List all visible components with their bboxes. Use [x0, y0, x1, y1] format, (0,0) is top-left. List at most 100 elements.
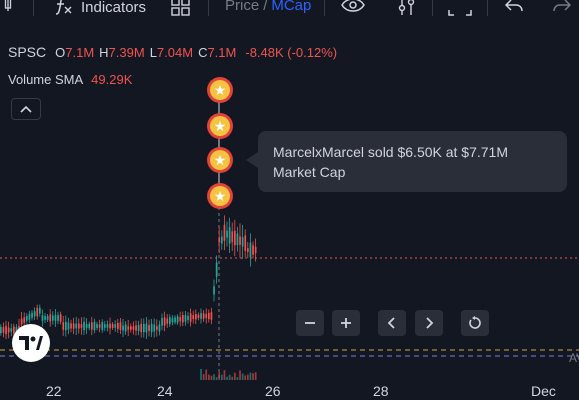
x-axis-label: 26 — [265, 383, 281, 399]
zoom-out-button[interactable] — [296, 310, 324, 336]
price-axis-tag: AV — [569, 351, 579, 365]
volume-group — [200, 368, 257, 380]
trade-marker[interactable]: ★ — [207, 183, 233, 209]
redo-button[interactable] — [552, 0, 572, 17]
candle-body — [72, 323, 75, 329]
candle-body — [106, 324, 109, 328]
tooltip-arrow — [246, 152, 258, 168]
candles-group — [0, 215, 257, 342]
candle-body — [44, 316, 46, 320]
zoom-in-button[interactable] — [332, 310, 360, 336]
candle-body — [93, 321, 96, 331]
candle-body — [228, 227, 231, 244]
candle-body — [137, 324, 140, 332]
candle-body — [234, 230, 236, 246]
candle-body — [171, 318, 174, 323]
candle-body — [135, 325, 137, 331]
candle-body — [254, 246, 257, 254]
candle-body — [114, 324, 117, 328]
candle-body — [0, 326, 2, 334]
candle-body — [52, 315, 54, 321]
close-value: 7.1M — [207, 45, 237, 60]
candle-body — [156, 326, 158, 330]
tooltip-line-1: MarcelxMarcel sold $6.50K at $7.71M — [273, 144, 508, 160]
candle-body — [130, 326, 132, 330]
reset-icon — [469, 316, 481, 329]
volume-bar — [226, 376, 228, 380]
candle-body — [62, 322, 65, 330]
layout-button[interactable] — [171, 0, 191, 17]
x-axis-label: 22 — [46, 383, 62, 399]
candle-body — [205, 314, 208, 318]
reset-chart-button[interactable] — [461, 310, 489, 336]
candle-body — [127, 326, 130, 330]
candle-body — [59, 314, 62, 322]
candle-body — [179, 317, 182, 322]
indicators-label: Indicators — [81, 0, 147, 16]
tradingview-logo[interactable] — [12, 324, 50, 362]
candle-body — [7, 327, 10, 333]
candle-body — [176, 316, 179, 323]
price-option[interactable]: Price — [225, 0, 260, 14]
high-value: 7.39M — [108, 45, 145, 60]
scroll-left-button[interactable] — [378, 310, 406, 336]
candle-body — [195, 314, 197, 320]
trade-marker[interactable]: ★ — [207, 113, 233, 139]
candle-body — [241, 237, 244, 247]
candle-body — [166, 318, 169, 324]
candle-body — [124, 324, 127, 332]
function-icon — [55, 0, 72, 15]
toolbar-divider — [208, 0, 209, 16]
trade-marker[interactable]: ★ — [207, 77, 233, 103]
collapse-legend-button[interactable] — [11, 98, 41, 120]
candle-body — [158, 324, 161, 332]
candle-body — [5, 325, 7, 335]
candle-type-button[interactable] — [0, 0, 20, 17]
candle-body — [202, 313, 205, 319]
symbol-label: SPSC — [8, 44, 47, 60]
tooltip-line-2: Market Cap — [273, 164, 346, 180]
candle-body — [49, 314, 52, 322]
candle-body — [111, 324, 114, 328]
candle-body — [80, 324, 83, 328]
star-icon: ★ — [210, 116, 230, 136]
candle-body — [244, 235, 247, 251]
trade-marker[interactable]: ★ — [207, 147, 233, 173]
candle-body — [20, 318, 23, 325]
candle-body — [109, 323, 111, 329]
candle-body — [210, 312, 213, 320]
grid-icon — [171, 0, 190, 16]
indicators-button[interactable]: Indicators — [53, 0, 146, 17]
candle-body — [39, 307, 41, 314]
candle-body — [221, 236, 223, 244]
candle-body — [140, 323, 143, 333]
candle-body — [33, 311, 36, 317]
candle-body — [122, 325, 124, 331]
volume-bar — [228, 374, 231, 380]
sliders-icon — [398, 0, 415, 15]
candle-body — [54, 315, 57, 321]
candle-body — [36, 307, 39, 317]
volume-bar — [223, 370, 226, 380]
volume-bar — [234, 372, 236, 380]
volume-bar — [254, 372, 257, 380]
visibility-button[interactable] — [341, 0, 365, 17]
settings-button[interactable] — [397, 0, 417, 17]
candle-body — [187, 315, 189, 320]
volume-bar — [218, 372, 221, 380]
undo-button[interactable] — [504, 0, 524, 17]
candle-body — [119, 322, 122, 330]
candle-body — [163, 317, 166, 326]
star-icon: ★ — [210, 186, 230, 206]
candle-body — [208, 312, 210, 320]
candle-body — [218, 237, 221, 243]
mcap-option[interactable]: MCap — [271, 0, 312, 14]
candle-body — [13, 326, 15, 334]
fullscreen-button[interactable] — [448, 0, 472, 17]
volume-bar — [202, 374, 205, 380]
volume-bar — [252, 373, 254, 380]
price-mcap-toggle[interactable]: Price / MCap — [225, 0, 311, 14]
scroll-right-button[interactable] — [415, 310, 443, 336]
volume-bar — [239, 370, 241, 380]
